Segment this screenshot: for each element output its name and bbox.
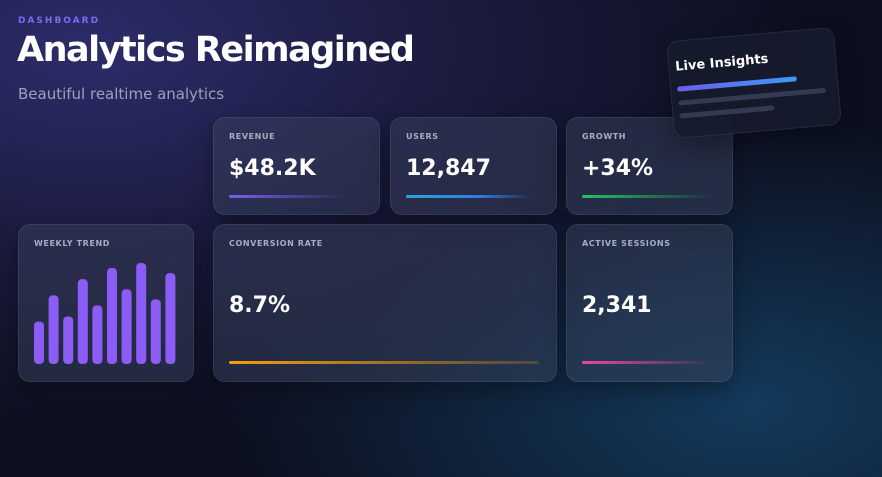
card-label: WEEKLY TREND	[34, 239, 111, 248]
trend-bar	[92, 305, 103, 364]
trend-bar	[136, 263, 147, 364]
progress-bar	[582, 195, 712, 198]
eyebrow: DASHBOARD	[18, 16, 101, 26]
trend-bar	[150, 299, 161, 364]
weekly-trend-card: WEEKLY TREND	[18, 224, 194, 382]
card-value: 12,847	[406, 156, 491, 181]
conversion-card: CONVERSION RATE 8.7%	[213, 224, 557, 382]
subtitle: Beautiful realtime analytics	[18, 85, 225, 103]
live-insights-card: Live Insights	[666, 26, 842, 140]
trend-bar	[165, 273, 176, 364]
insight-bar	[679, 105, 775, 119]
trend-bar	[121, 289, 132, 364]
card-value: +34%	[582, 156, 654, 181]
trend-bar	[63, 316, 74, 364]
insight-bar	[678, 87, 827, 106]
trend-bar	[107, 268, 117, 364]
card-value: $48.2K	[229, 156, 316, 181]
card-label: GROWTH	[582, 132, 627, 141]
progress-bar	[406, 195, 531, 198]
card-value: 2,341	[582, 293, 652, 318]
progress-bar	[229, 195, 344, 198]
card-label: REVENUE	[229, 132, 276, 141]
title: Analytics Reimagined	[17, 30, 415, 70]
card-label: ACTIVE SESSIONS	[582, 239, 671, 248]
active-sessions-card: ACTIVE SESSIONS 2,341	[566, 224, 733, 382]
live-insights-title: Live Insights	[674, 51, 769, 75]
revenue-card: REVENUE $48.2K	[213, 117, 380, 215]
users-card: USERS 12,847	[390, 117, 557, 215]
insight-bar	[677, 76, 798, 92]
trend-chart	[34, 263, 176, 364]
trend-bar	[34, 321, 44, 364]
card-label: CONVERSION RATE	[229, 239, 323, 248]
trend-bar	[48, 295, 59, 364]
card-label: USERS	[406, 132, 439, 141]
progress-bar	[229, 361, 539, 364]
progress-bar	[582, 361, 712, 364]
trend-bar	[77, 279, 88, 364]
card-value: 8.7%	[229, 293, 291, 318]
